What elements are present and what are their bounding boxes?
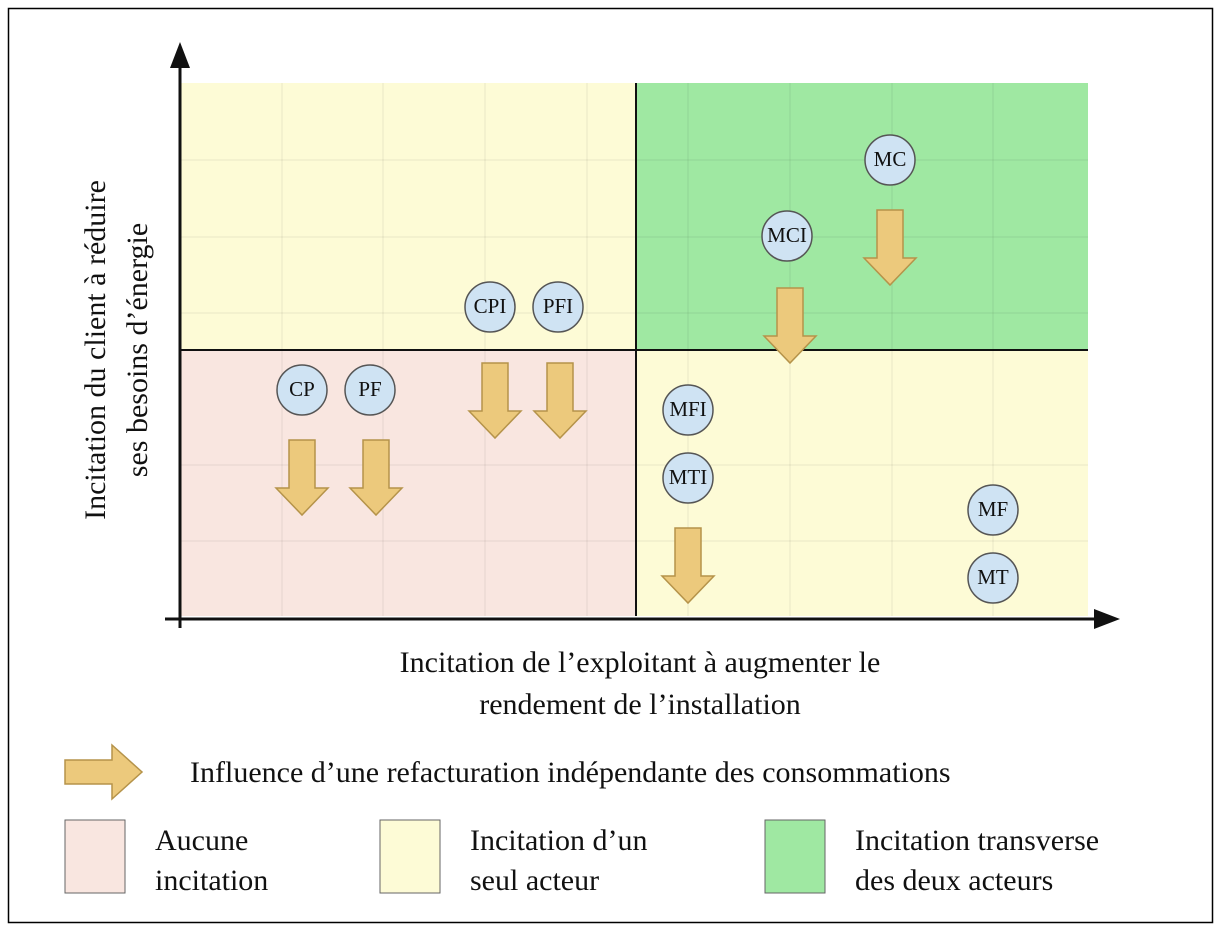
frame bbox=[7, 7, 1214, 924]
legend-arrow-text: Influence d’une refacturation indépendan… bbox=[190, 756, 951, 789]
node-label: MT bbox=[977, 565, 1009, 589]
node-label: CP bbox=[289, 377, 315, 401]
legend-swatch bbox=[379, 819, 441, 894]
node-circle bbox=[532, 281, 584, 333]
legend-swatch bbox=[764, 819, 826, 894]
node-circle bbox=[967, 484, 1019, 536]
node-circle bbox=[864, 134, 916, 186]
y-label: Incitation du client à réduire ses besoi… bbox=[79, 180, 154, 520]
node-circle bbox=[276, 364, 328, 416]
arrows bbox=[274, 209, 918, 605]
y-axis-arrow bbox=[170, 42, 190, 68]
node-circle bbox=[344, 364, 396, 416]
node-circle bbox=[662, 452, 714, 504]
influence-arrow bbox=[348, 439, 404, 517]
node-circle bbox=[464, 281, 516, 333]
influence-arrow bbox=[274, 439, 330, 517]
node-label: CPI bbox=[474, 294, 507, 318]
legend-arrow bbox=[64, 743, 144, 801]
influence-arrow bbox=[660, 527, 716, 605]
legend-text: Aucune bbox=[155, 824, 248, 857]
legend-text: incitation bbox=[155, 864, 268, 897]
node-label: PF bbox=[358, 377, 381, 401]
legend-text: seul acteur bbox=[470, 864, 599, 897]
influence-arrow bbox=[762, 287, 818, 365]
node-label: MF bbox=[978, 497, 1008, 521]
x-label-line: Incitation de l’exploitant à augmenter l… bbox=[400, 646, 881, 679]
node-label: MCI bbox=[767, 223, 807, 247]
quadrant-top-right bbox=[636, 83, 1088, 350]
influence-arrow bbox=[532, 362, 588, 440]
y-label-line: ses besoins d’énergie bbox=[121, 223, 154, 477]
x-label-line: rendement de l’installation bbox=[479, 688, 801, 721]
legend-text: des deux acteurs bbox=[855, 864, 1053, 897]
legend-text: Incitation transverse bbox=[855, 824, 1099, 857]
x-axis-arrow bbox=[1094, 609, 1120, 629]
node-label: MTI bbox=[669, 465, 708, 489]
influence-arrow bbox=[862, 209, 918, 287]
legend-text: Incitation d’un bbox=[470, 824, 647, 857]
y-label-line: Incitation du client à réduire bbox=[79, 180, 112, 520]
legend-swatch bbox=[64, 819, 126, 894]
influence-arrow bbox=[467, 362, 523, 440]
node-label: MC bbox=[874, 147, 907, 171]
nodes: CP PF CPI PFI MC MCI MFI MTI MF MT bbox=[276, 134, 1019, 604]
node-circle bbox=[662, 384, 714, 436]
node-circle bbox=[761, 210, 813, 262]
node-label: PFI bbox=[543, 294, 573, 318]
node-label: MFI bbox=[669, 397, 706, 421]
node-circle bbox=[967, 552, 1019, 604]
